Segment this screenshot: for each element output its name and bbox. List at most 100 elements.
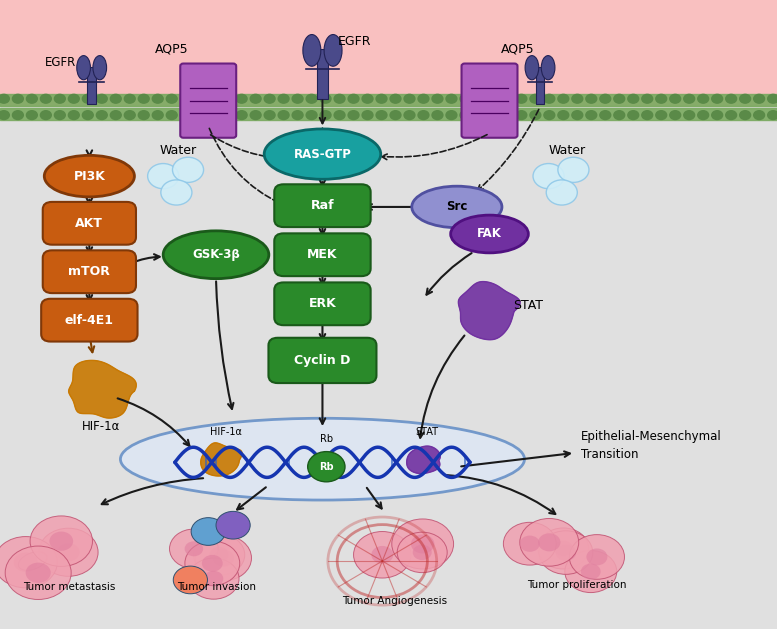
- Ellipse shape: [77, 55, 90, 80]
- Circle shape: [446, 94, 457, 103]
- Circle shape: [26, 111, 37, 120]
- Circle shape: [712, 111, 723, 120]
- Circle shape: [587, 548, 608, 565]
- Circle shape: [390, 111, 401, 120]
- Circle shape: [194, 94, 205, 103]
- Circle shape: [96, 94, 107, 103]
- Circle shape: [54, 94, 65, 103]
- Circle shape: [554, 541, 573, 556]
- Circle shape: [39, 528, 98, 576]
- Circle shape: [642, 94, 653, 103]
- Circle shape: [250, 94, 261, 103]
- Text: AQP5: AQP5: [155, 42, 189, 55]
- Circle shape: [502, 94, 513, 103]
- Circle shape: [570, 535, 625, 579]
- FancyBboxPatch shape: [462, 64, 517, 138]
- Circle shape: [670, 94, 681, 103]
- Circle shape: [172, 157, 204, 182]
- Text: EGFR: EGFR: [45, 56, 76, 69]
- Circle shape: [138, 94, 149, 103]
- Ellipse shape: [163, 231, 269, 279]
- Ellipse shape: [525, 55, 538, 80]
- Circle shape: [82, 94, 93, 103]
- Circle shape: [581, 564, 601, 579]
- Circle shape: [397, 532, 448, 572]
- Circle shape: [40, 94, 51, 103]
- Circle shape: [0, 537, 57, 588]
- Circle shape: [152, 94, 163, 103]
- Circle shape: [278, 94, 289, 103]
- Circle shape: [57, 543, 80, 562]
- Circle shape: [236, 111, 247, 120]
- Circle shape: [213, 549, 234, 567]
- Circle shape: [533, 164, 564, 189]
- Circle shape: [460, 111, 471, 120]
- Circle shape: [124, 94, 135, 103]
- Circle shape: [348, 94, 359, 103]
- Text: AQP5: AQP5: [501, 42, 535, 55]
- Circle shape: [614, 94, 625, 103]
- Text: ERK: ERK: [308, 298, 336, 310]
- Circle shape: [166, 94, 177, 103]
- Text: Water: Water: [549, 144, 586, 157]
- Circle shape: [768, 111, 777, 120]
- Circle shape: [185, 542, 203, 556]
- Circle shape: [222, 94, 233, 103]
- Circle shape: [520, 518, 579, 566]
- Circle shape: [185, 541, 240, 586]
- Circle shape: [292, 111, 303, 120]
- Text: Rb: Rb: [320, 433, 333, 443]
- Circle shape: [460, 94, 471, 103]
- Circle shape: [264, 111, 275, 120]
- Circle shape: [642, 111, 653, 120]
- Circle shape: [110, 111, 121, 120]
- Circle shape: [544, 94, 555, 103]
- Circle shape: [152, 111, 163, 120]
- Circle shape: [320, 94, 331, 103]
- Circle shape: [488, 111, 499, 120]
- Circle shape: [194, 111, 205, 120]
- FancyBboxPatch shape: [41, 299, 138, 342]
- Circle shape: [68, 111, 79, 120]
- Text: Tumor invasion: Tumor invasion: [177, 582, 256, 592]
- Circle shape: [539, 531, 593, 574]
- Circle shape: [308, 452, 345, 482]
- Circle shape: [698, 94, 709, 103]
- Circle shape: [516, 94, 527, 103]
- Circle shape: [12, 111, 23, 120]
- Circle shape: [474, 111, 485, 120]
- Text: Tumor Angiogenesis: Tumor Angiogenesis: [342, 596, 447, 606]
- Text: AKT: AKT: [75, 217, 103, 230]
- Circle shape: [413, 545, 432, 560]
- Circle shape: [698, 111, 709, 120]
- Circle shape: [530, 111, 541, 120]
- Circle shape: [14, 552, 38, 572]
- Circle shape: [124, 111, 135, 120]
- Text: STAT: STAT: [513, 299, 543, 313]
- Circle shape: [68, 94, 79, 103]
- Ellipse shape: [19, 552, 47, 571]
- Circle shape: [565, 550, 617, 593]
- Circle shape: [204, 571, 223, 586]
- Circle shape: [193, 534, 245, 576]
- Ellipse shape: [451, 215, 528, 253]
- Circle shape: [530, 94, 541, 103]
- Circle shape: [502, 111, 513, 120]
- Circle shape: [161, 180, 192, 205]
- Circle shape: [180, 94, 191, 103]
- Text: RAS-GTP: RAS-GTP: [294, 148, 351, 160]
- Text: Rb: Rb: [319, 462, 333, 472]
- Polygon shape: [68, 360, 136, 418]
- Circle shape: [768, 94, 777, 103]
- Circle shape: [446, 111, 457, 120]
- Circle shape: [404, 94, 415, 103]
- Circle shape: [50, 532, 73, 551]
- FancyBboxPatch shape: [87, 67, 96, 104]
- Text: MEK: MEK: [307, 248, 338, 261]
- Circle shape: [684, 111, 695, 120]
- Circle shape: [376, 111, 387, 120]
- Circle shape: [166, 111, 177, 120]
- Text: Water: Water: [159, 144, 197, 157]
- Ellipse shape: [264, 129, 381, 179]
- Circle shape: [236, 94, 247, 103]
